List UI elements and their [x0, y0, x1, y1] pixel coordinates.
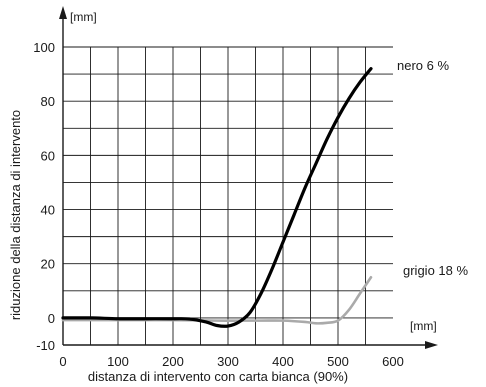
y-tick-label: 80	[41, 94, 55, 109]
y-axis-arrow	[59, 6, 67, 19]
x-tick-label: 200	[162, 354, 184, 369]
x-axis-arrow	[425, 341, 438, 349]
x-tick-label: 600	[382, 354, 404, 369]
x-tick-label: 300	[217, 354, 239, 369]
x-tick-label: 100	[107, 354, 129, 369]
y-tick-label: 0	[48, 311, 55, 326]
x-unit-label: [mm]	[410, 319, 437, 333]
y-axis-label: riduzione della distanza di intervento	[8, 110, 23, 320]
series-line-grigio	[61, 275, 373, 325]
y-tick-label: -10	[36, 338, 55, 353]
x-tick-label: 0	[59, 354, 66, 369]
x-tick-label: 400	[272, 354, 294, 369]
series-label-grigio: grigio 18 %	[403, 263, 468, 278]
y-tick-label: 60	[41, 148, 55, 163]
x-tick-label: 500	[327, 354, 349, 369]
y-tick-label: 20	[41, 257, 55, 272]
grid	[63, 46, 393, 345]
y-unit-label: [mm]	[70, 10, 97, 24]
axes	[59, 6, 438, 349]
y-tick-label: 40	[41, 203, 55, 218]
tick-labels: 0 100 200 300 400 500 600 -10 0 20 40 60 80 100	[33, 40, 404, 369]
x-axis-label: distanza di intervento con carta bianca …	[88, 369, 348, 384]
series-lines	[61, 67, 373, 328]
series-line-nero	[61, 67, 373, 328]
y-tick-label: 100	[33, 40, 55, 55]
series-label-nero: nero 6 %	[397, 58, 449, 73]
